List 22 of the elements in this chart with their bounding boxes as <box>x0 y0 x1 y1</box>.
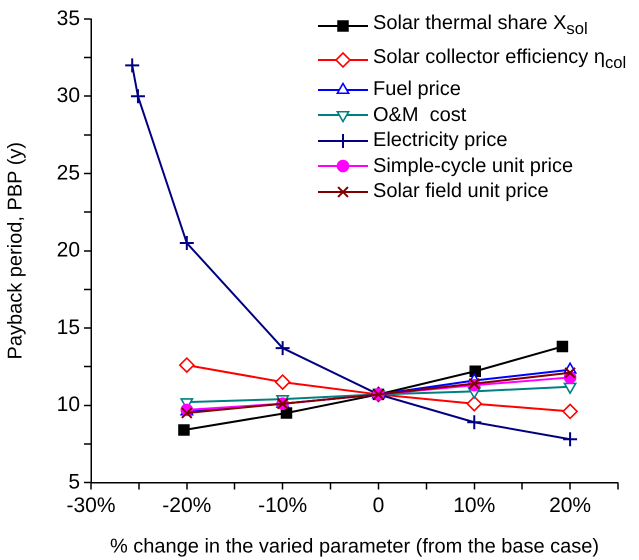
y-tick-label: 20 <box>56 238 80 262</box>
legend-label: Fuel price <box>373 77 461 102</box>
y-tick-label: 5 <box>68 470 80 494</box>
y-tick-label: 10 <box>56 393 80 416</box>
x-tick-label: 10% <box>453 494 496 517</box>
x-tick-label: 20% <box>549 494 592 517</box>
legend-label: Solar collector efficiency η$_{col}$ <box>373 45 626 74</box>
x-axis-title: % change in the varied parameter (from the base case) <box>110 536 600 558</box>
legend-label: Simple-cycle unit price <box>373 154 574 179</box>
x-tick-label: -30% <box>66 494 116 517</box>
y-tick-label: 35 <box>56 6 80 30</box>
legend-label: Solar thermal share X$_{sol}$ <box>373 11 588 40</box>
legend-label: O&M cost <box>373 102 466 128</box>
y-tick-label: 30 <box>56 84 80 108</box>
y-tick-label: 15 <box>56 316 80 339</box>
x-tick-label: -20% <box>162 494 212 517</box>
legend-label: Electricity price <box>373 128 508 154</box>
y-tick-label: 25 <box>56 161 80 184</box>
y-axis-title: Payback period, PBP (y) <box>4 142 27 360</box>
x-tick-label: 0 <box>372 494 384 517</box>
legend-label: Solar field unit price <box>373 179 549 204</box>
x-tick-label: -10% <box>258 494 308 517</box>
